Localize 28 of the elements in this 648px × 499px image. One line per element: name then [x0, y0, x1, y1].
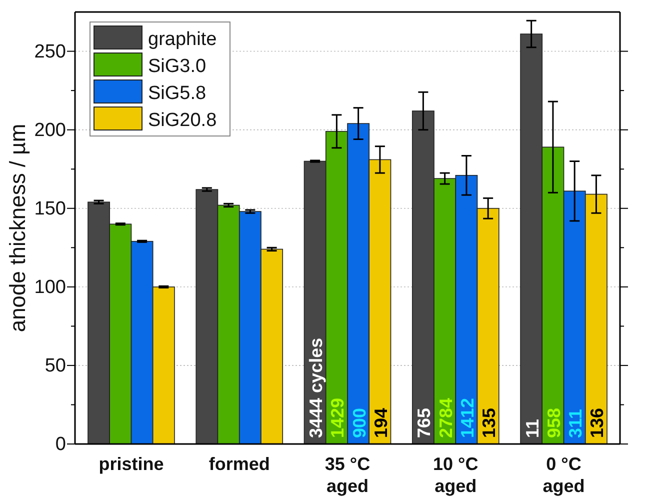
legend-label: graphite [148, 29, 217, 50]
x-tick-label: 10 °C aged [433, 454, 478, 496]
annotation: 958 [544, 408, 564, 438]
annotation: 135 [479, 408, 500, 438]
y-tick-label: 250 [34, 41, 66, 62]
x-tick-label: 35 °C aged [324, 454, 370, 496]
y-tick-label: 0 [55, 434, 66, 456]
annotation: 765 [414, 408, 434, 438]
annotation: 3444 cycles [306, 338, 326, 438]
annotation: 311 [566, 408, 586, 438]
y-tick-label: 50 [44, 356, 66, 377]
y-tick-label: 200 [34, 120, 66, 141]
annotation: 2784 [436, 398, 456, 438]
y-axis-title: anode thickness / µm [5, 124, 30, 332]
x-tick-label: 0 °C aged [542, 454, 585, 496]
x-tick-label: pristine [98, 454, 164, 474]
annotation: 1429 [328, 398, 348, 438]
annotation: 136 [587, 408, 608, 438]
legend-label: SiG5.8 [148, 83, 206, 104]
x-tick-label: formed [208, 454, 270, 474]
legend-label: SiG20.8 [148, 110, 217, 131]
legend-label: SiG3.0 [148, 56, 206, 77]
annotation: 194 [370, 408, 391, 438]
y-tick-label: 100 [34, 276, 66, 298]
annotation: 900 [349, 408, 370, 438]
y-tick-label: 150 [34, 198, 66, 220]
annotation: 11 [522, 418, 542, 438]
annotation: 1412 [457, 398, 478, 438]
